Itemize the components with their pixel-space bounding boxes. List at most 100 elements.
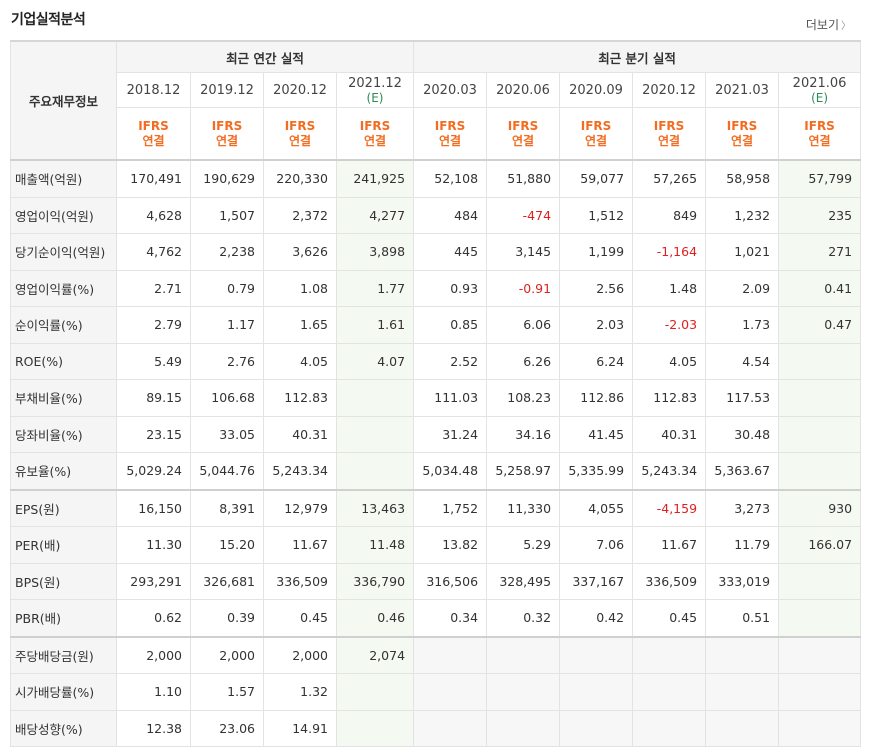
period-header: 2021.12 (E) xyxy=(335,72,415,108)
value-cell: 5,258.97 xyxy=(486,452,561,490)
value-cell: 33.05 xyxy=(190,415,264,453)
table-row: 영업이익(억원) 4,628 1,507 2,372 4,277 484 -474 1,512… xyxy=(10,196,862,234)
section-title: 기업실적분석 xyxy=(11,12,86,28)
more-link[interactable]: 더보기 〉 xyxy=(806,16,851,33)
row-label: 시가배당률(%) xyxy=(10,673,117,711)
value-cell: 106.68 xyxy=(190,379,264,417)
period-header: 2021.03 xyxy=(705,72,780,108)
value-cell: 5,243.34 xyxy=(263,452,337,490)
value-cell: 52,108 xyxy=(413,159,488,198)
value-cell: 336,509 xyxy=(632,562,707,600)
value-cell: 0.32 xyxy=(486,599,561,637)
value-cell: 326,681 xyxy=(190,562,264,600)
basis-standard: IFRS xyxy=(359,118,391,133)
value-cell: 3,626 xyxy=(263,233,337,271)
value-cell: 4.54 xyxy=(705,342,780,380)
value-cell: 2.56 xyxy=(559,269,634,307)
period-header: 2020.09 xyxy=(559,72,634,108)
row-label: ROE(%) xyxy=(10,342,117,380)
accounting-basis: IFRS 연결 xyxy=(335,107,415,161)
basis-standard: IFRS xyxy=(138,118,169,133)
value-cell: 59,077 xyxy=(559,159,634,198)
value-cell xyxy=(705,635,780,674)
period-header: 2020.03 xyxy=(413,72,488,108)
value-cell: 2,238 xyxy=(190,233,264,271)
value-cell: 293,291 xyxy=(116,562,191,600)
table-row: 유보율(%) 5,029.24 5,044.76 5,243.34 5,034.48 5,… xyxy=(10,452,862,490)
table-row: 시가배당률(%) 1.10 1.57 1.32 xyxy=(10,673,862,711)
value-cell: 2,000 xyxy=(116,635,191,674)
value-cell: -4,159 xyxy=(632,488,707,527)
basis-consolidation: 연결 xyxy=(657,133,681,148)
more-label: 더보기 xyxy=(805,18,839,32)
basis-standard: IFRS xyxy=(580,118,612,133)
value-cell: 1,021 xyxy=(705,233,780,271)
estimate-marker: (E) xyxy=(811,90,829,105)
value-cell: -474 xyxy=(486,196,561,234)
value-cell: 0.46 xyxy=(335,599,415,637)
table-row: PER(배) 11.30 15.20 11.67 11.48 13.82 5.29 7.06 1… xyxy=(10,526,862,564)
value-cell xyxy=(413,673,488,711)
value-cell: 220,330 xyxy=(263,159,337,198)
value-cell: 190,629 xyxy=(190,159,264,198)
table-row: PBR(배) 0.62 0.39 0.45 0.46 0.34 0.32 0.42 0.45 0.… xyxy=(10,599,862,637)
value-cell: 166.07 xyxy=(778,526,862,564)
basis-standard: IFRS xyxy=(726,118,758,133)
value-cell: 16,150 xyxy=(116,488,191,527)
basis-consolidation: 연결 xyxy=(511,133,535,148)
value-cell: -1,164 xyxy=(632,233,707,271)
period-header: 2020.06 xyxy=(486,72,561,108)
value-cell: 1.17 xyxy=(190,306,264,344)
value-cell: 5,335.99 xyxy=(559,452,634,490)
value-cell xyxy=(632,709,707,747)
value-cell: -2.03 xyxy=(632,306,707,344)
value-cell: 11.30 xyxy=(116,526,191,564)
group-header-quarter: 최근 분기 실적 xyxy=(413,40,862,73)
basis-consolidation: 연결 xyxy=(584,133,608,148)
period-label: 2021.12 xyxy=(348,75,402,91)
value-cell: 0.47 xyxy=(778,306,862,344)
basis-consolidation: 연결 xyxy=(288,133,312,148)
value-cell: 112.86 xyxy=(559,379,634,417)
accounting-basis: IFRS 연결 xyxy=(559,107,634,161)
value-cell: 1,507 xyxy=(190,196,264,234)
value-cell xyxy=(778,673,862,711)
value-cell xyxy=(335,379,415,417)
value-cell: 0.45 xyxy=(263,599,337,637)
table-row: ROE(%) 5.49 2.76 4.05 4.07 2.52 6.26 6.24 4.05 4.… xyxy=(10,342,862,380)
table-row: 부채비율(%) 89.15 106.68 112.83 111.03 108.23 112.… xyxy=(10,379,862,417)
value-cell: 0.93 xyxy=(413,269,488,307)
table-corner-label: 주요재무정보 xyxy=(10,40,117,161)
accounting-basis: IFRS 연결 xyxy=(190,107,264,161)
period-label: 2018.12 xyxy=(126,82,181,98)
value-cell: 4,055 xyxy=(559,488,634,527)
value-cell: 1.10 xyxy=(116,673,191,711)
value-cell: 112.83 xyxy=(263,379,337,417)
period-label: 2020.09 xyxy=(569,82,623,98)
row-label: PBR(배) xyxy=(10,599,117,637)
value-cell xyxy=(778,599,862,637)
value-cell: 15.20 xyxy=(190,526,264,564)
value-cell: 3,898 xyxy=(335,233,415,271)
value-cell: 1.57 xyxy=(190,673,264,711)
period-label: 2021.06 xyxy=(792,75,847,91)
value-cell: 2.71 xyxy=(116,269,191,307)
value-cell: 108.23 xyxy=(486,379,561,417)
value-cell: 333,019 xyxy=(705,562,780,600)
value-cell: 5,363.67 xyxy=(705,452,780,490)
value-cell: -0.91 xyxy=(486,269,561,307)
basis-consolidation: 연결 xyxy=(730,133,754,148)
row-label: 순이익률(%) xyxy=(10,306,117,344)
value-cell: 2,000 xyxy=(263,635,337,674)
value-cell xyxy=(486,635,561,674)
value-cell xyxy=(632,635,707,674)
value-cell xyxy=(335,673,415,711)
value-cell xyxy=(559,635,634,674)
table-row: 당좌비율(%) 23.15 33.05 40.31 31.24 34.16 41.45 40.… xyxy=(10,415,862,453)
value-cell: 111.03 xyxy=(413,379,488,417)
row-label: BPS(원) xyxy=(10,562,117,600)
value-cell: 58,958 xyxy=(705,159,780,198)
value-cell: 4,762 xyxy=(116,233,191,271)
value-cell: 2,000 xyxy=(190,635,264,674)
